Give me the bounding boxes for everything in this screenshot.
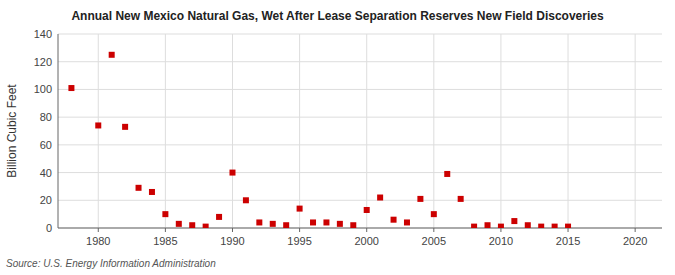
y-tick-label: 20	[40, 194, 52, 206]
x-tick-label: 2010	[489, 235, 513, 247]
point	[136, 185, 142, 191]
point	[216, 214, 222, 220]
y-tick-label: 40	[40, 167, 52, 179]
x-tick	[568, 228, 569, 232]
point	[391, 217, 397, 223]
x-tick-label: 2005	[422, 235, 446, 247]
x-tick-label: 2015	[556, 235, 580, 247]
point	[458, 196, 464, 202]
point	[417, 196, 423, 202]
x-tick-label: 2020	[623, 235, 647, 247]
y-grid-line	[58, 34, 662, 35]
x-tick	[500, 228, 501, 232]
y-grid-line	[58, 200, 662, 201]
x-grid-line	[98, 34, 99, 228]
point	[256, 219, 262, 225]
point	[350, 222, 356, 228]
x-tick-label: 2000	[354, 235, 378, 247]
x-grid-line	[635, 34, 636, 228]
point	[525, 222, 531, 228]
point	[109, 52, 115, 58]
x-grid-line	[500, 34, 501, 228]
point	[297, 206, 303, 212]
points	[68, 52, 571, 228]
x-grid-line	[232, 34, 233, 228]
point	[444, 171, 450, 177]
y-tick-label: 80	[40, 111, 52, 123]
title: Annual New Mexico Natural Gas, Wet After…	[71, 9, 604, 23]
x-grid-line	[165, 34, 166, 228]
x-grid-line	[568, 34, 569, 228]
y-grid-line	[58, 228, 662, 229]
x-tick	[299, 228, 300, 232]
point	[323, 219, 329, 225]
point	[565, 224, 571, 228]
x-tick-label: 1995	[287, 235, 311, 247]
point	[310, 219, 316, 225]
axes: 0 20 40 60 80 100 120 140 1980 1985 1990 1995 2000 20…	[34, 28, 662, 247]
point	[283, 222, 289, 228]
point	[511, 218, 517, 224]
y-tick-label: 120	[34, 56, 52, 68]
point	[68, 85, 74, 91]
point	[189, 222, 195, 228]
y-grid-line	[58, 144, 662, 145]
point	[337, 221, 343, 227]
x-grid-line	[433, 34, 434, 228]
x-tick	[98, 228, 99, 232]
point	[471, 224, 477, 228]
point	[229, 170, 235, 176]
point	[203, 224, 209, 228]
y-axis-line	[58, 34, 59, 228]
x-tick	[635, 228, 636, 232]
y-grid-line	[58, 117, 662, 118]
y-axis-label: Billion Cubic Feet	[5, 84, 19, 178]
y-tick-label: 100	[34, 83, 52, 95]
grid	[58, 34, 662, 228]
x-tick	[366, 228, 367, 232]
x-tick-label: 1990	[220, 235, 244, 247]
point	[122, 124, 128, 130]
point	[485, 222, 491, 228]
y-grid-line	[58, 61, 662, 62]
y-grid-line	[58, 172, 662, 173]
source-note: Source: U.S. Energy Information Administ…	[6, 258, 216, 269]
point	[431, 211, 437, 217]
y-tick-label: 0	[46, 222, 52, 234]
y-tick-label: 60	[40, 139, 52, 151]
point	[270, 221, 276, 227]
point	[538, 224, 544, 228]
x-axis-line	[58, 228, 662, 229]
x-grid-line	[299, 34, 300, 228]
x-tick	[433, 228, 434, 232]
point	[162, 211, 168, 217]
x-tick	[165, 228, 166, 232]
x-tick-label: 1980	[86, 235, 110, 247]
point	[377, 195, 383, 201]
chart: 0 20 40 60 80 100 120 140 1980 1985 1990 1995 2000 20…	[0, 0, 675, 275]
point	[364, 207, 370, 213]
point	[176, 221, 182, 227]
x-tick-label: 1985	[153, 235, 177, 247]
y-grid-line	[58, 89, 662, 90]
point	[95, 122, 101, 128]
x-tick	[232, 228, 233, 232]
point	[243, 197, 249, 203]
point	[404, 219, 410, 225]
x-grid-line	[366, 34, 367, 228]
point	[149, 189, 155, 195]
point	[498, 224, 504, 228]
y-tick-label: 140	[34, 28, 52, 40]
chart-container: 0 20 40 60 80 100 120 140 1980 1985 1990 1995 2000 20…	[0, 0, 675, 275]
point	[552, 224, 558, 228]
